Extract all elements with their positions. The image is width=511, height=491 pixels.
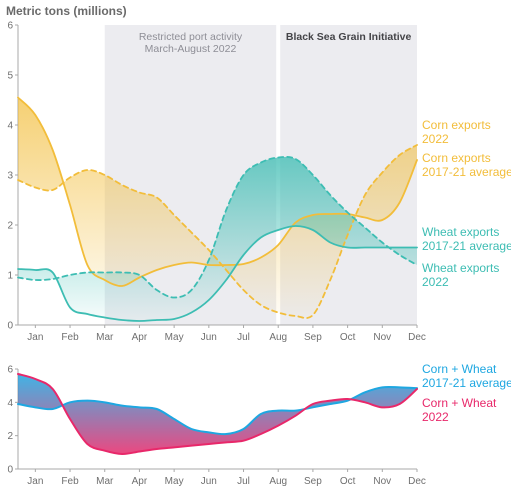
x-tick-label: Feb: [61, 332, 79, 343]
series-line-wheat-exports-2022: [17, 225, 418, 322]
x-tick-label: Feb: [61, 476, 79, 487]
y-tick-label: 2: [7, 431, 13, 442]
series-label-wheat-exports-2017-21-average: Wheat exports 2017-21 average: [422, 225, 511, 253]
x-tick-label: Dec: [408, 332, 426, 343]
corn-difference-area: [18, 97, 417, 319]
x-tick-label: Dec: [408, 476, 426, 487]
series-line-corn-wheat-2022: [17, 373, 418, 456]
corn-wheat-difference-area: [18, 374, 417, 455]
y-tick-label: 4: [7, 121, 13, 132]
x-tick-label: Aug: [269, 476, 287, 487]
chart-panel-2: 0 2 4 6 Jan Feb Mar Apr May Jun Jul Aug Sep Oct Nov Dec…: [7, 362, 511, 487]
x-tick-label: May: [165, 476, 184, 487]
x-tick-label: Jan: [27, 476, 43, 487]
series-label-corn-wheat-2017-21-average: Corn + Wheat 2017-21 average: [422, 362, 511, 390]
x-tick-label: Jun: [201, 476, 217, 487]
shaded-region-label: Restricted port activity March-August 202…: [139, 31, 243, 55]
y-tick-label: 0: [7, 465, 13, 476]
x-tick-label: Oct: [340, 332, 356, 343]
series-label-corn-exports-2017-21-average: Corn exports 2017-21 average: [422, 151, 511, 179]
y-tick-label: 4: [7, 398, 13, 409]
y-tick-label: 6: [7, 365, 13, 376]
series-line-corn-exports-2017-21-average: [17, 144, 418, 319]
y-tick-label: 6: [7, 21, 13, 32]
x-tick-label: Aug: [269, 332, 287, 343]
x-tick-label: Sep: [304, 332, 322, 343]
x-tick-label: Sep: [304, 476, 322, 487]
x-tick-label: Jul: [237, 476, 250, 487]
x-tick-label: Jan: [27, 332, 43, 343]
x-tick-label: Apr: [132, 332, 148, 343]
x-tick-label: Mar: [96, 332, 114, 343]
series-label-wheat-exports-2022: Wheat exports 2022: [422, 261, 499, 289]
y-tick-label: 5: [7, 71, 13, 82]
x-tick-label: Nov: [373, 332, 391, 343]
x-tick-label: Jul: [237, 332, 250, 343]
series-line-wheat-exports-2017-21-average: [17, 156, 418, 299]
chart-panel-1: Restricted port activity March-August 202…: [6, 4, 511, 343]
shaded-region-label: Black Sea Grain Initiative: [286, 31, 412, 43]
y-tick-label: 3: [7, 171, 13, 182]
x-tick-label: Nov: [373, 476, 391, 487]
y-tick-label: 0: [7, 321, 13, 332]
y-tick-label: 2: [7, 221, 13, 232]
x-tick-label: May: [165, 332, 184, 343]
x-tick-label: Mar: [96, 476, 114, 487]
y-tick-label: 1: [7, 271, 13, 282]
x-tick-label: Apr: [132, 476, 148, 487]
x-tick-label: Jun: [201, 332, 217, 343]
series-line-corn-wheat-2017-21-average: [17, 385, 418, 436]
series-label-corn-exports-2022: Corn exports 2022: [422, 118, 491, 146]
y-axis-title: Metric tons (millions): [6, 4, 127, 18]
x-tick-label: Oct: [340, 476, 356, 487]
wheat-difference-area: [18, 156, 417, 321]
series-label-corn-wheat-2022: Corn + Wheat 2022: [422, 396, 497, 424]
